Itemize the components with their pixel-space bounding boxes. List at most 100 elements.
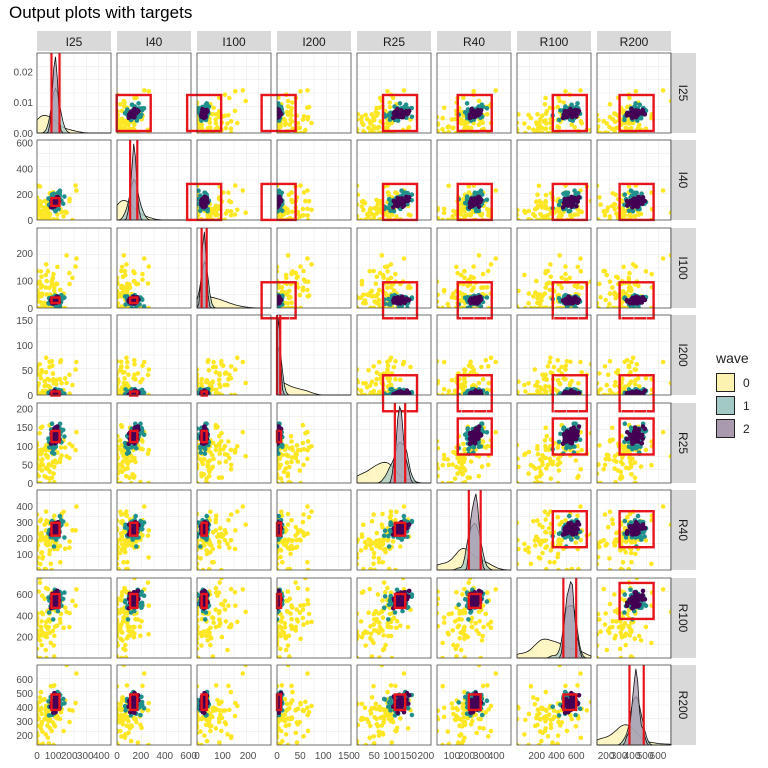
point-wave-2: [630, 205, 635, 210]
point-wave-0: [528, 217, 534, 220]
point-wave-1: [138, 114, 143, 120]
point-wave-0: [37, 298, 40, 303]
point-wave-1: [141, 304, 147, 308]
panel-I25-I40: [115, 52, 192, 134]
point-wave-0: [37, 381, 41, 386]
point-wave-2: [476, 204, 482, 210]
point-wave-0: [39, 370, 44, 375]
point-wave-1: [139, 297, 145, 303]
point-wave-0: [558, 305, 563, 308]
point-wave-0: [517, 212, 520, 218]
point-wave-0: [305, 217, 311, 220]
point-wave-0: [626, 275, 632, 281]
point-wave-0: [37, 288, 40, 293]
panel-border: [516, 52, 592, 134]
point-wave-2: [467, 298, 473, 303]
point-wave-0: [64, 253, 69, 258]
point-wave-0: [49, 359, 54, 364]
point-wave-0: [197, 213, 200, 219]
target-box: [128, 390, 139, 397]
point-wave-1: [556, 296, 562, 301]
point-wave-2: [627, 112, 632, 118]
point-wave-0: [213, 387, 219, 393]
point-wave-0: [371, 364, 377, 369]
point-wave-0: [54, 381, 59, 387]
point-wave-0: [446, 124, 452, 129]
panel-border: [36, 52, 112, 134]
strip-row-R40: [670, 490, 696, 570]
strip-row-I200: [670, 315, 696, 395]
panel-I200-R40: [436, 314, 512, 413]
point-wave-1: [639, 191, 644, 196]
strip-row-I40: [670, 140, 696, 220]
point-wave-0: [73, 183, 78, 188]
point-wave-0: [543, 199, 549, 205]
point-wave-2: [131, 114, 136, 120]
panel-border: [356, 52, 432, 134]
panel-border: [196, 139, 272, 221]
point-wave-2: [395, 300, 401, 306]
point-wave-1: [386, 113, 391, 118]
point-wave-0: [369, 211, 375, 217]
point-wave-0: [578, 268, 584, 274]
point-wave-0: [368, 217, 374, 220]
point-wave-0: [117, 301, 120, 306]
point-wave-0: [615, 275, 621, 281]
point-wave-0: [597, 305, 600, 308]
panel-I25-R200: [596, 52, 672, 134]
point-wave-0: [210, 379, 216, 385]
point-wave-0: [375, 291, 381, 297]
points: [277, 88, 314, 133]
point-wave-1: [55, 190, 61, 195]
point-wave-1: [575, 101, 580, 106]
point-wave-0: [222, 113, 228, 119]
point-wave-0: [628, 125, 634, 131]
point-wave-0: [131, 269, 136, 274]
point-wave-0: [67, 196, 72, 202]
panel-I100-I40: [116, 227, 192, 309]
point-wave-0: [567, 275, 573, 281]
point-wave-2: [633, 200, 639, 205]
strip-col-R40: [437, 31, 511, 51]
point-wave-0: [51, 376, 56, 382]
point-wave-1: [387, 202, 393, 207]
point-wave-0: [535, 205, 540, 210]
point-wave-0: [228, 364, 234, 369]
point-wave-0: [460, 206, 466, 212]
point-wave-2: [566, 294, 571, 300]
point-wave-2: [399, 294, 405, 300]
point-wave-0: [290, 199, 295, 205]
point-wave-0: [597, 281, 602, 287]
point-wave-0: [37, 305, 40, 308]
point-wave-1: [387, 117, 393, 122]
strip-row-R100: [670, 578, 696, 658]
point-wave-0: [305, 105, 310, 111]
point-wave-1: [563, 190, 568, 195]
point-wave-0: [563, 264, 568, 269]
point-wave-0: [660, 88, 666, 93]
panel-I25-I200: [260, 52, 352, 134]
point-wave-0: [458, 272, 464, 278]
point-wave-0: [363, 112, 369, 118]
point-wave-0: [535, 112, 540, 117]
point-wave-0: [385, 376, 390, 381]
point-wave-0: [388, 275, 394, 281]
point-wave-1: [462, 200, 468, 206]
point-wave-0: [243, 98, 248, 104]
point-wave-0: [481, 285, 486, 290]
point-wave-0: [118, 305, 123, 308]
point-wave-0: [233, 183, 238, 188]
point-wave-0: [359, 204, 365, 209]
point-wave-0: [73, 367, 78, 372]
point-wave-0: [385, 367, 390, 372]
point-wave-0: [517, 208, 520, 213]
point-wave-0: [45, 268, 51, 274]
point-wave-1: [62, 391, 67, 395]
plot-title: Output plots with targets: [9, 3, 193, 22]
point-wave-0: [612, 305, 618, 308]
point-wave-0: [240, 188, 246, 193]
point-wave-0: [534, 278, 539, 284]
point-wave-0: [43, 272, 49, 278]
point-wave-1: [387, 392, 393, 395]
point-wave-0: [288, 117, 293, 122]
